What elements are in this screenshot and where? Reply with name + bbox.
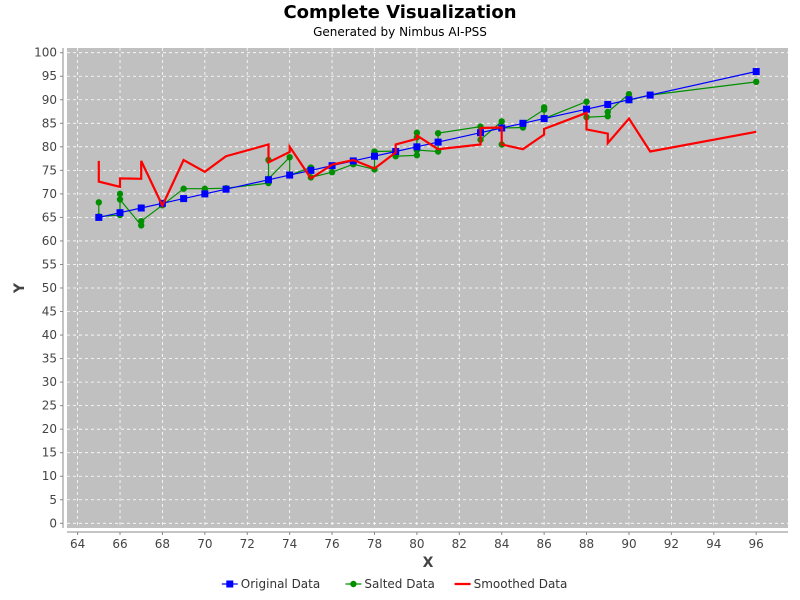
y-tick-label: 85 — [42, 116, 57, 130]
x-tick-label: 70 — [197, 537, 212, 551]
salted-data-point — [625, 90, 633, 98]
y-tick-label: 65 — [42, 210, 57, 224]
y-tick-label: 30 — [42, 375, 57, 389]
original-data-point — [307, 166, 315, 174]
y-tick-label: 15 — [42, 446, 57, 460]
series-layer — [95, 68, 760, 229]
x-axis-label: X — [423, 555, 434, 571]
salted-data-point — [286, 153, 293, 161]
x-tick-label: 92 — [664, 537, 679, 551]
legend-swatch-marker — [350, 580, 357, 588]
x-tick-label: 90 — [621, 537, 636, 551]
y-tick-label: 25 — [42, 399, 57, 413]
original-data-point — [95, 213, 103, 221]
legend-item-salted-data: Salted Data — [345, 577, 435, 591]
series-smoothed-data — [97, 111, 757, 209]
y-tick-label: 55 — [42, 257, 57, 271]
y-tick-label: 70 — [42, 187, 57, 201]
salted-data-point — [434, 129, 442, 137]
salted-data-point — [116, 190, 124, 198]
salted-data-point — [752, 78, 760, 86]
salted-data-point — [95, 199, 103, 206]
x-tick-label: 84 — [494, 537, 509, 551]
salted-data-point — [604, 108, 611, 116]
legend-label: Salted Data — [364, 577, 434, 591]
original-data-point — [137, 204, 145, 212]
y-tick-label: 0 — [49, 516, 57, 530]
salted-data-point — [413, 152, 421, 159]
x-tick-label: 66 — [112, 537, 127, 551]
legend-label: Smoothed Data — [474, 577, 568, 591]
salted-data-point — [328, 169, 336, 176]
salted-data-point — [540, 104, 548, 111]
legend: Original Data Salted Data Smoothed Data — [221, 577, 568, 591]
y-tick-label: 45 — [42, 305, 57, 319]
original-data-point — [752, 68, 760, 76]
smoothed-data-line — [97, 111, 757, 209]
legend-swatch-marker — [226, 580, 234, 588]
x-tick-label: 82 — [452, 537, 467, 551]
x-tick-label: 74 — [282, 537, 297, 551]
axes: 0 5 10 15 20 25 30 35 40 45 50 55 60 65 70 75 80 85 90 95 10… — [34, 46, 788, 551]
legend-label: Original Data — [241, 577, 320, 591]
original-data-point — [413, 143, 421, 151]
x-tick-label: 94 — [706, 537, 721, 551]
x-tick-label: 80 — [409, 537, 424, 551]
y-tick-label: 60 — [42, 234, 57, 248]
salted-data-point — [201, 185, 209, 192]
salted-data-point — [116, 196, 124, 203]
original-data-point — [264, 176, 272, 184]
y-tick-label: 5 — [49, 493, 57, 507]
original-data-point — [583, 105, 591, 113]
x-tick-label: 72 — [240, 537, 255, 551]
original-data-point — [646, 91, 654, 99]
y-tick-label: 20 — [42, 422, 57, 436]
x-tick-label: 68 — [155, 537, 170, 551]
y-axis-label: Y — [12, 282, 28, 294]
legend-item-original-data: Original Data — [221, 577, 320, 591]
x-tick-label: 78 — [367, 537, 382, 551]
y-tick-label: 95 — [42, 69, 57, 83]
x-tick-label: 76 — [324, 537, 339, 551]
chart-subtitle: Generated by Nimbus AI-PSS — [313, 25, 487, 39]
original-data-point — [222, 185, 230, 193]
y-tick-label: 75 — [42, 163, 57, 177]
salted-data-point — [498, 118, 505, 125]
original-data-point — [180, 195, 188, 203]
original-data-point — [434, 138, 442, 146]
y-tick-label: 35 — [42, 352, 57, 366]
original-data-point — [370, 152, 378, 160]
original-data-point — [604, 100, 612, 108]
y-tick-label: 40 — [42, 328, 57, 342]
chart-title: Complete Visualization — [283, 2, 516, 23]
y-tick-label: 80 — [42, 140, 57, 154]
original-data-point — [625, 96, 633, 104]
salted-data-point — [413, 129, 421, 136]
y-tick-label: 10 — [42, 469, 57, 483]
x-tick-label: 64 — [70, 537, 85, 551]
legend-item-smoothed-data: Smoothed Data — [454, 577, 568, 591]
x-tick-label: 86 — [536, 537, 551, 551]
salted-data-point — [583, 98, 590, 105]
original-data-point — [201, 190, 209, 198]
x-tick-label: 88 — [579, 537, 594, 551]
y-tick-label: 100 — [34, 46, 57, 60]
original-data-point — [286, 171, 294, 179]
original-data-point — [540, 115, 548, 123]
y-tick-label: 90 — [42, 93, 57, 107]
x-tick-label: 96 — [749, 537, 764, 551]
original-data-point — [116, 209, 124, 217]
y-tick-label: 50 — [42, 281, 57, 295]
salted-data-point — [138, 217, 145, 225]
salted-data-point — [180, 185, 187, 192]
original-data-point — [519, 119, 527, 127]
